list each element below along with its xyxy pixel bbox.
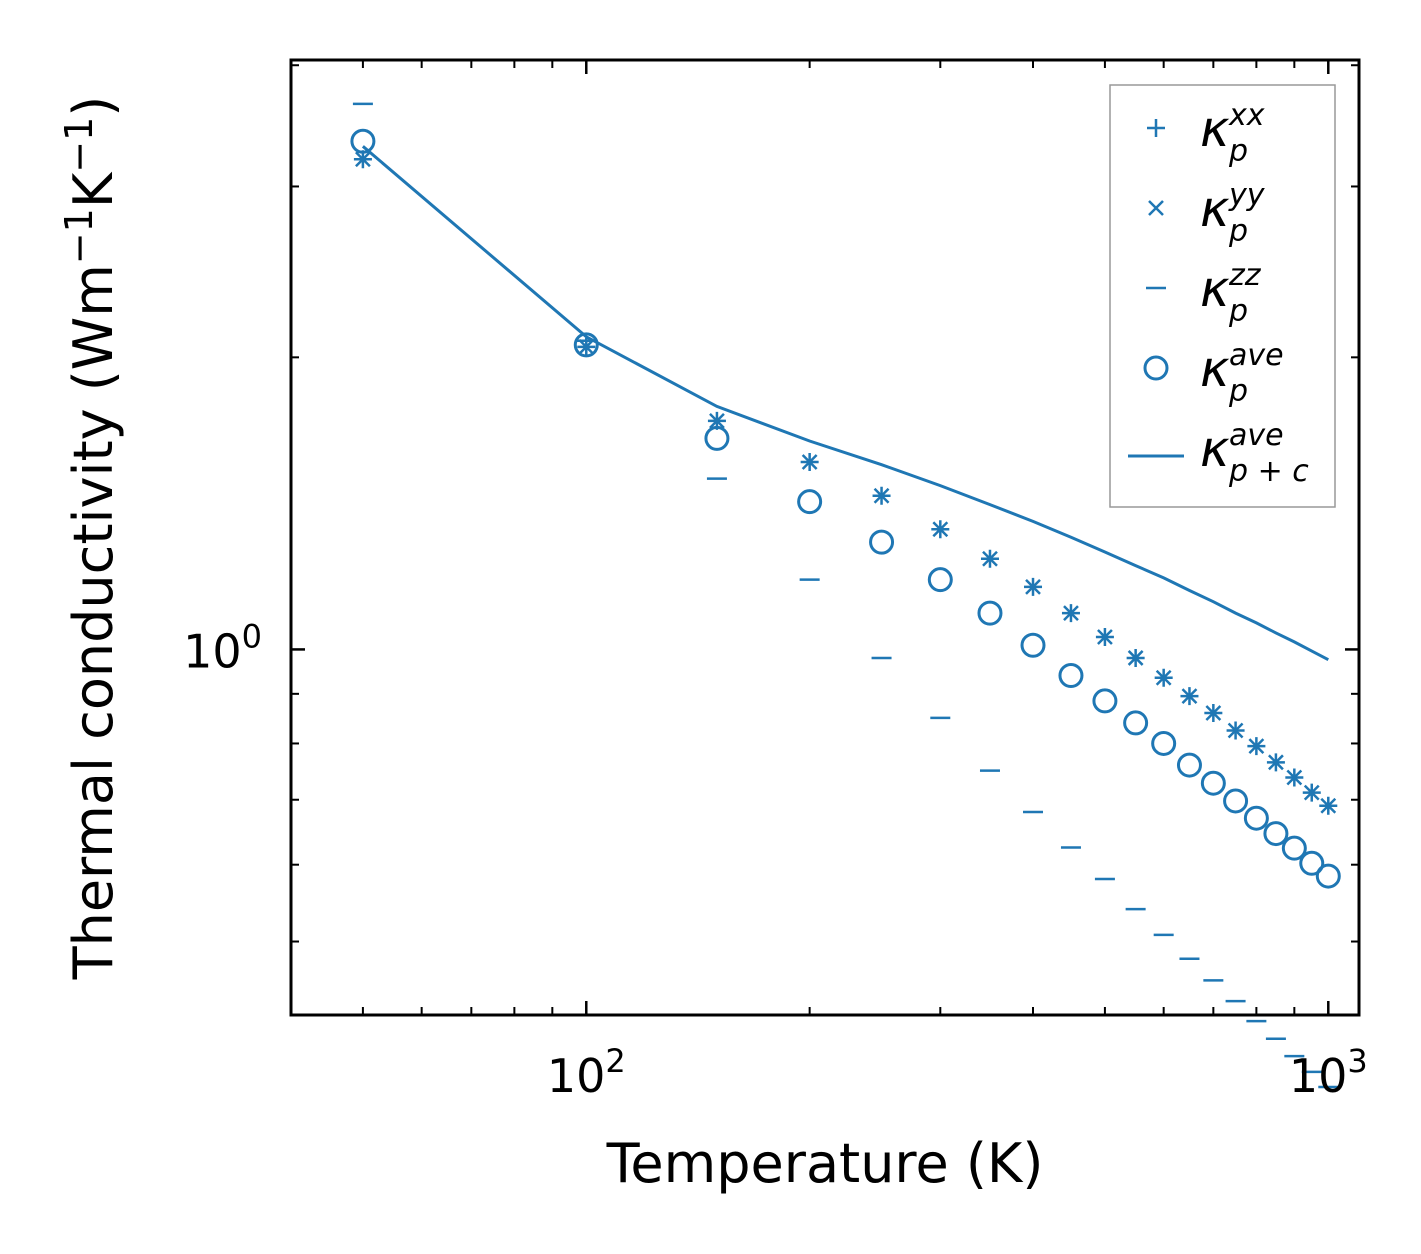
legend-marker-plus [1147,119,1165,137]
legend-label: κave p [1200,338,1284,409]
y-axis-label-suffix: ) [62,96,125,117]
point-kyy [1127,650,1144,666]
y-axis-label-exp1: −1 [57,208,101,264]
point-kave [1200,770,1226,796]
line-layer [361,145,1329,662]
point-kave [704,425,730,451]
point-kyy [1097,629,1113,645]
legend-label-symbol: κ [1200,180,1230,238]
legend-label-symbol: κ [1200,260,1230,318]
point-kyy [1181,688,1198,705]
x-tick-label: 102 [547,1042,626,1103]
y-axis-label-prefix: Thermal conductivity (Wm [62,264,125,980]
point-kyy [1268,754,1284,771]
point-kyy [1286,769,1303,786]
legend-label-sub: p [1228,214,1248,249]
point-kave [1299,850,1325,876]
point-kave [1058,663,1084,689]
y-tick-label: 100 [183,617,262,678]
point-kave [1243,805,1269,831]
legend-label-sub: p [1228,374,1248,409]
x-tick-label-base: 10 [547,1049,606,1103]
point-kyy [1227,722,1244,739]
point-kave [1223,788,1249,814]
y-axis-label-exp2: −1 [57,117,101,173]
x-tick-label-exp: 2 [605,1042,625,1080]
point-kave [1092,688,1118,714]
x-tick-label-base: 10 [1289,1049,1348,1103]
point-kyy [1320,797,1337,814]
point-kyy [1205,705,1222,721]
legend-label: κyy p [1200,178,1266,249]
plot-frame [289,58,1361,1017]
point-kyy [578,339,595,355]
legend-box [1109,84,1336,508]
legend-label-sub: p [1228,294,1248,329]
point-kave [977,600,1003,626]
point-kave [1151,730,1177,756]
x-tick-label-exp: 3 [1347,1042,1367,1080]
point-kave [1281,835,1307,861]
x-tick-label: 103 [1289,1042,1368,1103]
legend-label-sup: ave [1229,418,1284,453]
point-kyy [1025,579,1041,595]
point-kyy [355,151,371,168]
point-kave [573,332,599,358]
legend-label-sup: xx [1228,98,1265,133]
point-kave [1123,710,1149,736]
legend-label-symbol: κ [1200,100,1230,158]
x-axis-label: Temperature (K) [606,1132,1044,1195]
point-kave [350,128,376,154]
point-kave [1020,632,1046,658]
legend-label: κzz p [1200,258,1262,329]
y-tick-label-exp: 0 [242,617,262,655]
legend-label-sup: yy [1228,178,1266,213]
point-kyy [873,487,890,504]
point-kyy [932,521,949,538]
point-kyy [982,550,998,567]
legend-label-symbol: κ [1200,420,1230,478]
point-kave [1263,821,1289,847]
point-kave [1315,863,1341,889]
legend-label: κxx p [1200,98,1265,169]
marker-layer [350,102,1341,1089]
point-kyy [1155,669,1172,686]
legend-label-sub: p [1228,134,1248,169]
legend-marker-x [1148,200,1164,216]
point-kave [869,529,895,555]
series-line-kave_pc [361,145,1329,662]
point-kyy [1248,738,1265,754]
legend-label-sup: zz [1228,258,1262,293]
point-kave [797,489,823,515]
legend-label-sup: ave [1229,338,1284,373]
legend-marker-circle [1143,355,1169,381]
point-kyy [709,413,725,429]
y-axis-label: Thermal conductivity (Wm−1K−1) [57,96,125,981]
point-kyy [1303,784,1320,801]
y-tick-label-base: 10 [183,624,242,678]
legend-label: κave p + c [1200,418,1309,489]
legend-label-symbol: κ [1200,340,1230,398]
y-axis-label-mid: K [62,171,125,208]
point-kyy [1063,605,1079,621]
point-kave [927,567,953,593]
point-kave [1176,752,1202,778]
legend-label-sub: p + c [1228,454,1309,489]
point-kyy [801,454,818,470]
